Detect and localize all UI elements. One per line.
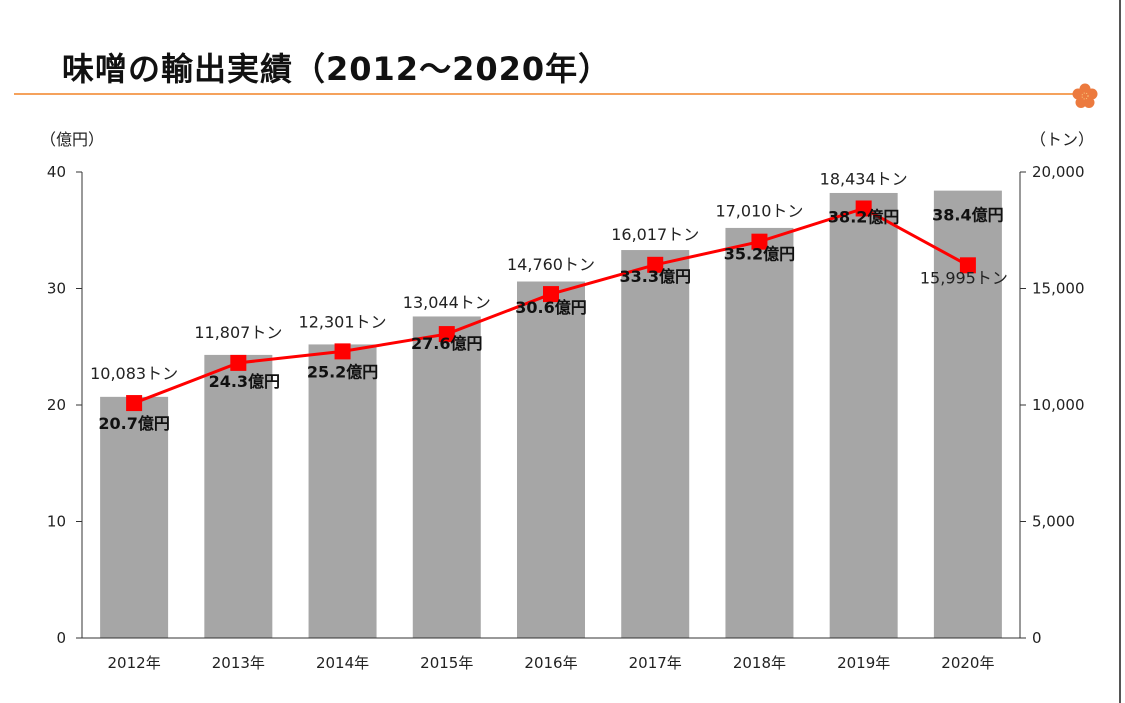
tonnage-marker-2019年 [855, 200, 872, 217]
tonnage-label: 10,083トン [90, 364, 178, 383]
tonnage-marker-2015年 [438, 326, 455, 343]
x-tick-label: 2016年 [524, 654, 577, 672]
x-tick-label: 2019年 [837, 654, 890, 672]
bar-2012年 [100, 396, 169, 638]
x-tick-label: 2013年 [212, 654, 265, 672]
value-label: 38.4億円 [932, 205, 1003, 224]
value-label: 30.6億円 [515, 298, 586, 317]
left-tick-label: 10 [47, 513, 66, 531]
tonnage-label: 13,044トン [403, 293, 491, 312]
value-label: 38.2億円 [828, 207, 899, 226]
tonnage-marker-2017年 [647, 256, 664, 273]
bar-2018年 [725, 227, 794, 639]
value-label: 20.7億円 [98, 414, 169, 433]
tonnage-marker-2016年 [543, 286, 559, 303]
left-tick-label: 0 [56, 629, 66, 647]
bar-2019年 [829, 192, 898, 638]
tonnage-label: 14,760トン [507, 255, 595, 274]
bar-2014年 [308, 344, 377, 638]
tonnage-marker-2014年 [334, 343, 351, 360]
right-tick-label: 10,000 [1032, 396, 1085, 414]
left-tick-label: 30 [47, 280, 66, 298]
x-tick-label: 2014年 [316, 654, 369, 672]
right-tick-label: 0 [1032, 629, 1042, 647]
left-tick-label: 20 [47, 396, 66, 414]
tonnage-marker-2012年 [126, 395, 143, 412]
bar-2013年 [204, 354, 273, 638]
x-tick-label: 2015年 [420, 654, 473, 672]
bar-2016年 [517, 281, 585, 638]
value-label: 27.6億円 [411, 334, 482, 353]
page-title: 味噌の輸出実績（2012～2020年） [62, 50, 612, 88]
x-tick-label: 2020年 [941, 654, 994, 672]
left-tick-label: 40 [47, 163, 66, 181]
tonnage-label: 17,010トン [715, 202, 803, 221]
tonnage-label: 18,434トン [820, 169, 908, 188]
value-label: 35.2億円 [724, 245, 795, 264]
tonnage-marker-2018年 [751, 233, 768, 250]
value-label: 24.3億円 [209, 372, 280, 391]
right-tick-label: 5,000 [1032, 513, 1075, 531]
plum-blossom-icon [1072, 83, 1098, 108]
tonnage-marker-2020年 [959, 257, 976, 274]
tonnage-label: 11,807トン [194, 323, 282, 342]
right-axis-unit: （トン） [1030, 130, 1094, 149]
tonnage-marker-2013年 [230, 354, 247, 371]
right-tick-label: 20,000 [1032, 163, 1085, 181]
x-tick-label: 2012年 [108, 654, 161, 672]
left-axis-unit: （億円） [40, 130, 104, 149]
tonnage-label: 12,301トン [299, 312, 387, 331]
bar-2017年 [621, 250, 690, 638]
x-tick-label: 2018年 [733, 654, 786, 672]
right-tick-label: 15,000 [1032, 280, 1085, 298]
title-underline [14, 93, 1074, 95]
tonnage-label: 15,995トン [920, 268, 1008, 287]
bar-2015年 [412, 316, 481, 638]
tonnage-label: 16,017トン [611, 225, 699, 244]
x-tick-label: 2017年 [629, 654, 682, 672]
value-label: 33.3億円 [619, 267, 690, 286]
value-label: 25.2億円 [307, 362, 378, 381]
slide-edge [1119, 0, 1121, 703]
